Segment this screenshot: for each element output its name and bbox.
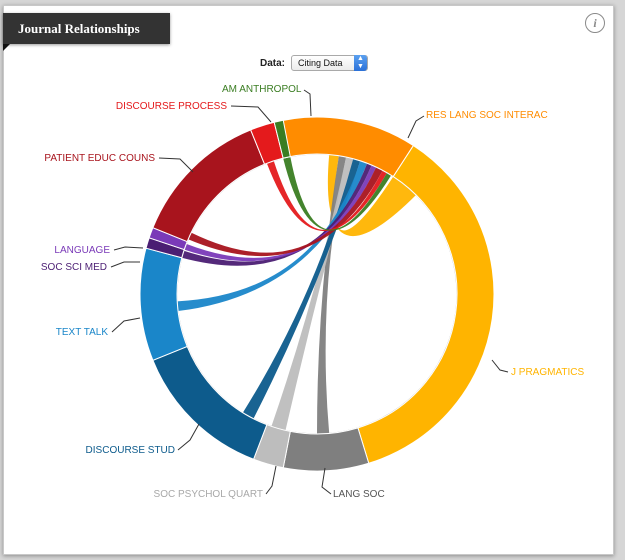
label-j-pragmatics[interactable]: J PRAGMATICS xyxy=(511,367,584,378)
leader-line-soc-psychol-quart xyxy=(265,465,277,495)
leader-line-patient-educ-couns xyxy=(158,157,194,173)
info-icon[interactable]: i xyxy=(585,13,605,33)
data-selector-label: Data: xyxy=(260,57,286,69)
label-patient-educ-couns[interactable]: PATIENT EDUC COUNS xyxy=(44,153,155,164)
ribbon-discourse-stud[interactable] xyxy=(242,158,361,419)
arc-patient-educ-couns[interactable] xyxy=(152,129,266,243)
panel-title: Journal Relationships xyxy=(3,13,170,44)
ribbon-j-pragmatics[interactable] xyxy=(327,154,416,237)
arc-am-anthropol[interactable] xyxy=(273,119,291,159)
label-lang-soc[interactable]: LANG SOC xyxy=(333,489,385,500)
leader-line-res-lang-soc-interac xyxy=(407,115,425,139)
data-select-value: Citing Data xyxy=(298,58,343,68)
label-language[interactable]: LANGUAGE xyxy=(54,245,110,256)
leader-line-j-pragmatics xyxy=(491,359,509,373)
leader-line-discourse-stud xyxy=(177,423,200,451)
chord-ribbons xyxy=(177,154,416,434)
label-res-lang-soc-interac[interactable]: RES LANG SOC INTERAC xyxy=(426,110,548,121)
label-text-talk[interactable]: TEXT TALK xyxy=(56,327,109,338)
arc-lang-soc[interactable] xyxy=(282,427,370,472)
title-fold-decoration xyxy=(3,44,10,51)
leader-line-soc-sci-med xyxy=(110,261,140,268)
leader-line-text-talk xyxy=(111,317,141,333)
data-select-dropdown[interactable]: Citing Data ▲ ▼ xyxy=(291,55,369,71)
ribbon-lang-soc[interactable] xyxy=(317,155,347,434)
label-discourse-process[interactable]: DISCOURSE PROCESS xyxy=(116,101,227,112)
ribbon-discourse-process[interactable] xyxy=(266,160,387,232)
leader-line-lang-soc xyxy=(321,467,332,495)
chord-labels: RES LANG SOC INTERAC J PRAGMATICS LANG SOC… xyxy=(41,84,585,500)
data-selector-row: Data: Citing Data ▲ ▼ xyxy=(260,54,369,72)
up-down-arrows-icon: ▲ ▼ xyxy=(354,55,368,71)
leader-line-language xyxy=(113,246,144,251)
label-soc-sci-med[interactable]: SOC SCI MED xyxy=(41,262,107,273)
label-discourse-stud[interactable]: DISCOURSE STUD xyxy=(86,445,175,456)
chord-arcs xyxy=(139,116,495,472)
leader-line-discourse-process xyxy=(230,105,272,123)
leader-line-am-anthropol xyxy=(303,89,312,117)
ribbon-language[interactable] xyxy=(184,165,377,262)
label-am-anthropol[interactable]: AM ANTHROPOL xyxy=(222,84,302,95)
label-soc-psychol-quart[interactable]: SOC PSYCHOL QUART xyxy=(154,489,263,500)
